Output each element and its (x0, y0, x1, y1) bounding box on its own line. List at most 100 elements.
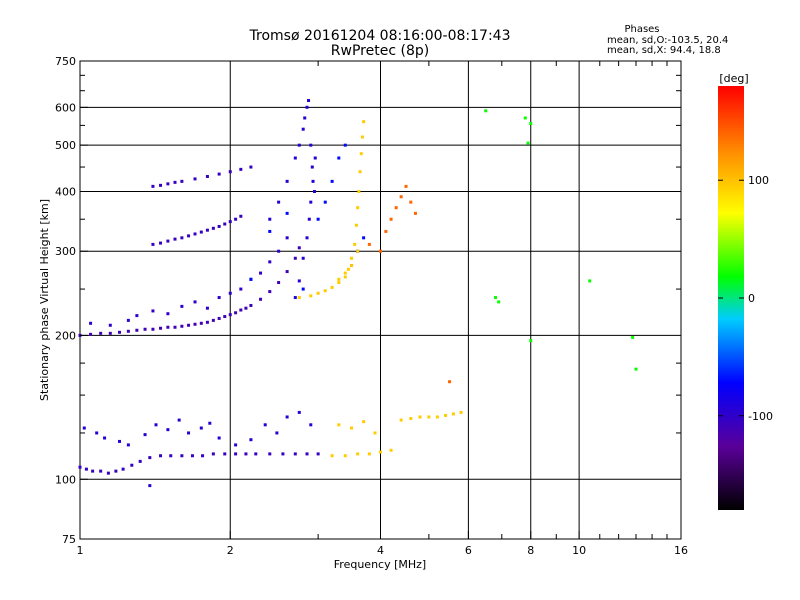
y-tick-label: 500 (55, 139, 76, 152)
data-point-o-mode-f2-trace (310, 165, 314, 169)
data-point-o-mode-e-scatter (217, 436, 221, 440)
data-point-o-mode-f1-trace (143, 327, 147, 331)
data-point-o-mode-f2-trace (305, 105, 309, 109)
data-point-x-mode-e-layer (356, 452, 360, 456)
data-point-isolated-points (497, 300, 501, 304)
data-point-x-mode-e-layer (373, 431, 377, 435)
data-point-o-mode-e-scatter (143, 433, 147, 437)
data-point-o-mode-e-layer (121, 467, 125, 471)
data-point-o-mode-f2-trace (312, 189, 316, 193)
data-point-o-mode-f2-trace (307, 99, 311, 103)
x-tick-label: 6 (465, 544, 472, 557)
data-point-o-mode-multi-hop (239, 167, 243, 171)
data-point-o-mode-f1-scatter (89, 321, 93, 325)
data-point-x-mode-e-layer (337, 423, 341, 427)
data-point-x-mode-e-layer (435, 415, 439, 419)
data-point-orange-fringe (389, 217, 393, 221)
data-point-o-mode-f2-trace (309, 200, 313, 204)
data-point-x-mode-f-trace (330, 285, 334, 289)
data-point-isolated-points (588, 279, 592, 283)
data-point-x-mode-e-layer (459, 410, 463, 414)
y-tick-label: 600 (55, 101, 76, 114)
data-point-o-mode-f2-trace (311, 179, 315, 183)
data-point-o-mode-f2-trace (277, 200, 281, 204)
data-point-o-mode-f1-trace (118, 330, 122, 334)
grid-layer (80, 61, 681, 539)
data-point-x-mode-f-trace (356, 249, 360, 253)
phases-header: Phases (624, 24, 659, 35)
data-point-x-mode-e-layer (399, 418, 403, 422)
colorbar-tick-label: 100 (748, 174, 769, 187)
data-point-transition-blue (323, 200, 327, 204)
data-point-o-mode-f1-trace (249, 303, 253, 307)
data-point-x-mode-e-layer (444, 413, 448, 417)
data-point-x-mode-f-trace (350, 264, 354, 268)
data-point-o-mode-multi-hop (217, 224, 221, 228)
data-point-o-mode-f2-trace (293, 296, 297, 300)
data-point-orange-fringe (367, 242, 371, 246)
data-point-o-mode-multi-hop (159, 241, 163, 245)
data-point-o-mode-f1-trace (187, 323, 191, 327)
data-point-o-mode-e-layer (106, 471, 110, 475)
data-point-transition-blue (330, 179, 334, 183)
data-point-orange-fringe (409, 200, 413, 204)
data-point-o-mode-e-layer (316, 452, 320, 456)
data-point-o-mode-e-scatter (148, 484, 152, 488)
data-point-x-mode-e-layer (343, 454, 347, 458)
data-point-o-mode-e-layer (130, 463, 134, 467)
x-tick-label: 10 (572, 544, 586, 557)
data-point-transition-blue (362, 236, 366, 240)
data-point-o-mode-f1-trace (223, 315, 227, 319)
data-point-o-mode-e-layer (180, 454, 184, 458)
data-point-x-mode-e-layer (418, 415, 422, 419)
data-point-o-mode-f1-trace (217, 316, 221, 320)
data-point-o-mode-e-scatter (263, 423, 267, 427)
data-point-x-mode-f-trace (343, 275, 347, 279)
data-point-o-mode-f1-trace (89, 332, 93, 336)
data-point-o-mode-f1-scatter (239, 287, 243, 291)
data-point-orange-fringe (413, 211, 417, 215)
data-point-o-mode-f2-trace (285, 179, 289, 183)
data-point-orange-fringe (379, 249, 382, 253)
data-point-o-mode-e-layer (84, 467, 88, 471)
data-point-o-mode-f1-scatter (217, 296, 221, 300)
data-point-o-mode-e-layer (244, 452, 248, 456)
data-point-x-mode-f-trace (316, 291, 320, 295)
data-point-o-mode-f2-trace (293, 156, 297, 160)
data-point-x-mode-e-layer (427, 415, 431, 419)
data-point-isolated-points (523, 116, 527, 120)
data-point-o-mode-e-layer (148, 456, 152, 460)
data-point-o-mode-multi-hop (151, 184, 155, 188)
data-point-x-mode-f-trace (337, 277, 341, 281)
data-point-o-mode-f1-trace (277, 281, 281, 285)
data-point-x-mode-e-layer (379, 450, 382, 454)
data-point-x-mode-f-trace (297, 296, 301, 300)
data-point-o-mode-f1-scatter (151, 309, 155, 313)
data-point-o-mode-f1-trace (205, 320, 209, 324)
data-point-o-mode-f1-trace (211, 318, 215, 322)
data-point-o-mode-e-scatter (82, 426, 86, 430)
data-point-o-mode-multi-hop (166, 239, 170, 243)
data-point-orange-fringe (448, 380, 452, 384)
data-point-o-mode-f1-trace (180, 324, 184, 328)
data-point-o-mode-f1-trace (159, 326, 163, 330)
data-point-o-mode-f1-trace (297, 246, 301, 250)
plot-area: 1 2 4 6 8 10 16 75 100 200 300 400 500 600 750 (55, 55, 688, 557)
data-point-o-mode-e-layer (99, 469, 103, 473)
data-point-o-mode-e-scatter (103, 436, 107, 440)
data-point-x-mode-f-trace (356, 206, 360, 210)
data-point-x-mode-e-layer (389, 448, 393, 452)
data-point-o-mode-f1-trace (244, 306, 248, 310)
data-point-o-mode-f1-trace (193, 322, 197, 326)
data-point-x-mode-f-trace (354, 223, 358, 227)
data-point-o-mode-e-layer (281, 452, 285, 456)
data-point-o-mode-multi-hop (180, 179, 184, 183)
x-tick-label: 2 (227, 544, 234, 557)
data-point-isolated-points (484, 109, 488, 113)
data-point-o-mode-f1-scatter (108, 323, 112, 327)
data-point-transition-blue (343, 143, 347, 147)
data-point-transition-blue (301, 287, 305, 291)
data-point-o-mode-f1-trace (285, 270, 289, 274)
data-point-o-mode-e-scatter (297, 410, 301, 414)
